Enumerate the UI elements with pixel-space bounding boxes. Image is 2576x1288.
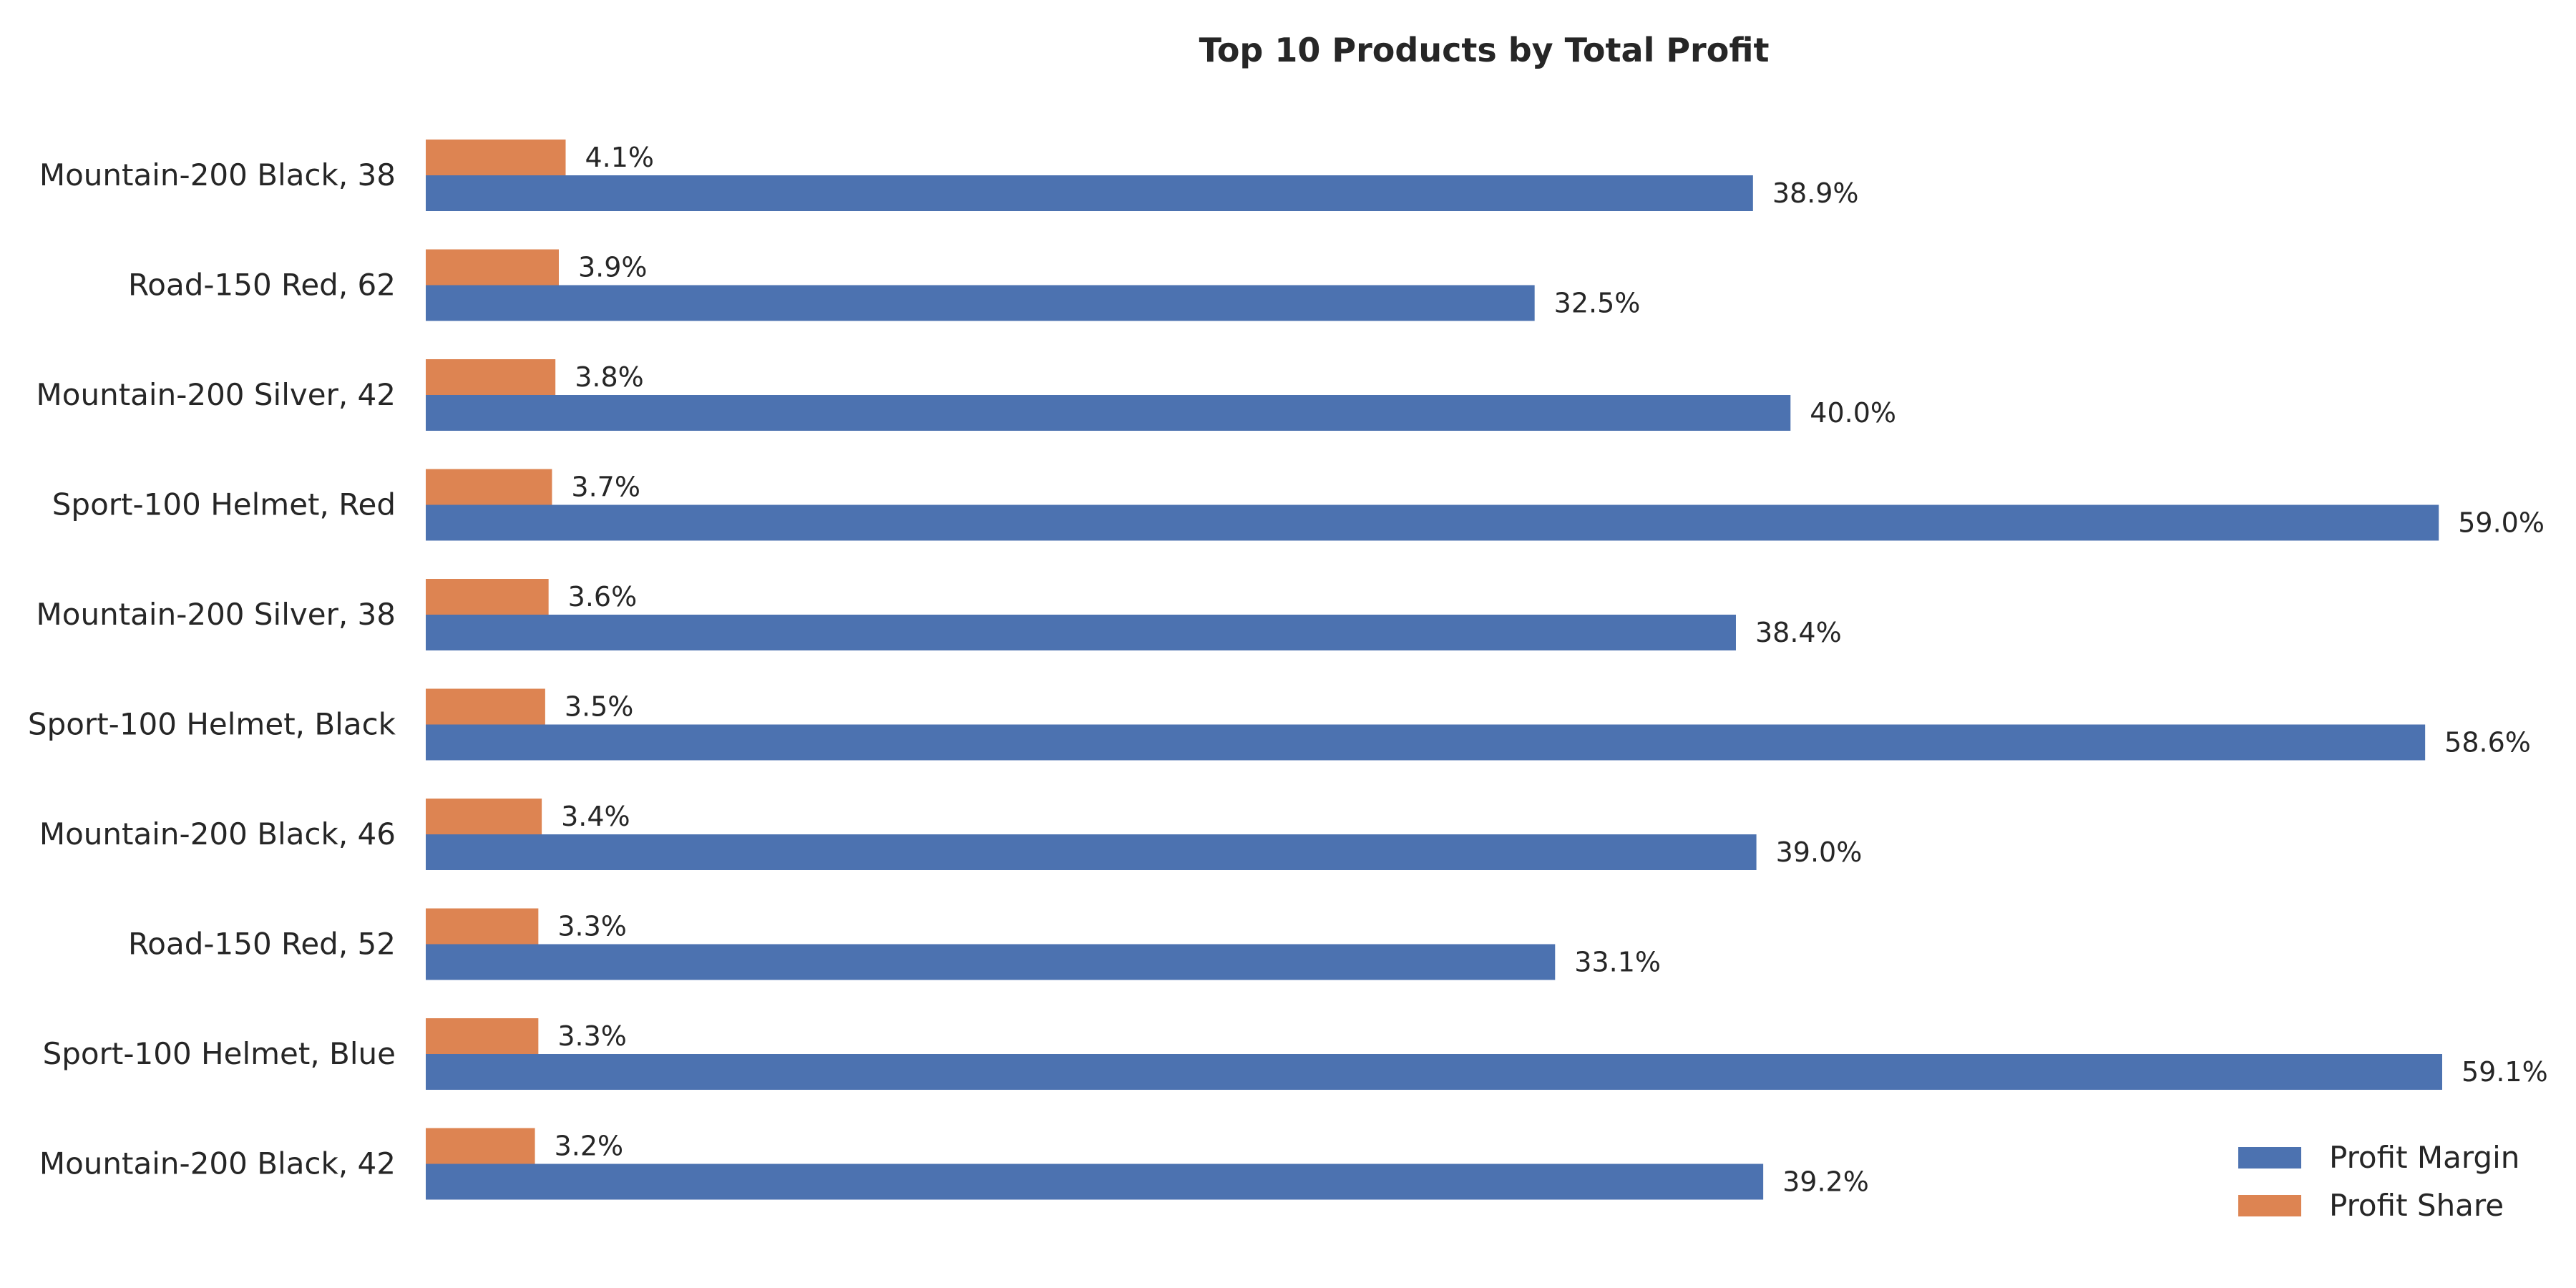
profit-margin-bar-road-150-red-62 <box>426 285 1535 321</box>
legend-label-profit-share: Profit Share <box>2329 1188 2504 1223</box>
profit-share-bar-mountain-200-black-38 <box>426 140 566 175</box>
profit-share-bar-mountain-200-silver-38 <box>426 579 549 615</box>
profit-margin-value-label: 40.0% <box>1810 397 1896 429</box>
profit-share-value-label: 3.7% <box>571 472 640 503</box>
profit-margin-bar-sport-100-helmet-black <box>426 724 2426 761</box>
profit-share-value-label: 4.1% <box>585 142 654 173</box>
category-label-sport-100-helmet-blue: Sport-100 Helmet, Blue <box>43 1036 396 1071</box>
profit-margin-value-label: 33.1% <box>1574 947 1661 978</box>
category-label-sport-100-helmet-red: Sport-100 Helmet, Red <box>52 487 396 522</box>
profit-share-value-label: 3.3% <box>557 1020 627 1052</box>
profit-margin-value-label: 39.2% <box>1782 1166 1869 1198</box>
profit-margin-value-label: 32.5% <box>1554 288 1641 319</box>
profit-margin-bar-mountain-200-black-42 <box>426 1163 1764 1200</box>
category-label-road-150-red-52: Road-150 Red, 52 <box>128 927 396 962</box>
category-label-mountain-200-black-42: Mountain-200 Black, 42 <box>39 1146 396 1181</box>
legend-label-profit-margin: Profit Margin <box>2329 1140 2519 1175</box>
category-label-mountain-200-black-38: Mountain-200 Black, 38 <box>39 157 396 192</box>
profit-share-bar-mountain-200-black-42 <box>426 1128 535 1164</box>
profit-margin-bar-sport-100-helmet-red <box>426 504 2439 541</box>
profit-share-bar-road-150-red-52 <box>426 908 539 945</box>
profit-margin-bar-mountain-200-black-46 <box>426 834 1757 870</box>
profit-share-bar-mountain-200-silver-42 <box>426 359 556 395</box>
profit-margin-value-label: 38.9% <box>1772 177 1859 209</box>
category-label-mountain-200-black-46: Mountain-200 Black, 46 <box>39 816 396 852</box>
category-label-road-150-red-62: Road-150 Red, 62 <box>128 268 396 303</box>
legend-swatch-profit-share <box>2238 1195 2301 1216</box>
profit-margin-value-label: 38.4% <box>1755 617 1842 648</box>
profit-margin-bar-mountain-200-black-38 <box>426 175 1753 211</box>
profit-margin-bar-mountain-200-silver-38 <box>426 615 1736 650</box>
labels-layer: Mountain-200 Black, 38 4.1% 38.9% Road-150 … <box>28 142 2548 1198</box>
profit-margin-value-label: 59.0% <box>2458 507 2545 539</box>
profit-share-bar-sport-100-helmet-red <box>426 469 552 505</box>
legend-swatch-profit-margin <box>2238 1147 2301 1169</box>
profit-margin-value-label: 39.0% <box>1776 836 1863 868</box>
profit-share-value-label: 3.2% <box>555 1131 624 1162</box>
category-label-mountain-200-silver-38: Mountain-200 Silver, 38 <box>36 597 396 632</box>
chart-legend: Profit Margin Profit Share <box>2238 1140 2519 1223</box>
profit-share-bar-sport-100-helmet-blue <box>426 1018 539 1054</box>
profit-share-value-label: 3.3% <box>557 911 627 942</box>
bars-layer <box>426 140 2442 1200</box>
profit-share-value-label: 3.8% <box>575 361 644 393</box>
profit-margin-bar-mountain-200-silver-42 <box>426 395 1791 431</box>
chart-title: Top 10 Products by Total Profit <box>1199 31 1770 69</box>
category-label-mountain-200-silver-42: Mountain-200 Silver, 42 <box>36 377 396 412</box>
profit-margin-bar-road-150-red-52 <box>426 944 1556 980</box>
profit-share-value-label: 3.5% <box>565 691 634 723</box>
profit-share-value-label: 3.4% <box>561 801 630 832</box>
profit-share-bar-sport-100-helmet-black <box>426 688 545 725</box>
profit-margin-value-label: 59.1% <box>2462 1056 2548 1088</box>
profit-share-bar-mountain-200-black-46 <box>426 799 542 834</box>
profit-share-value-label: 3.9% <box>578 252 648 283</box>
profit-share-bar-road-150-red-62 <box>426 249 559 286</box>
profit-margin-value-label: 58.6% <box>2444 727 2531 758</box>
profit-share-value-label: 3.6% <box>568 581 638 613</box>
category-label-sport-100-helmet-black: Sport-100 Helmet, Black <box>28 707 396 742</box>
profit-margin-bar-sport-100-helmet-blue <box>426 1054 2442 1090</box>
